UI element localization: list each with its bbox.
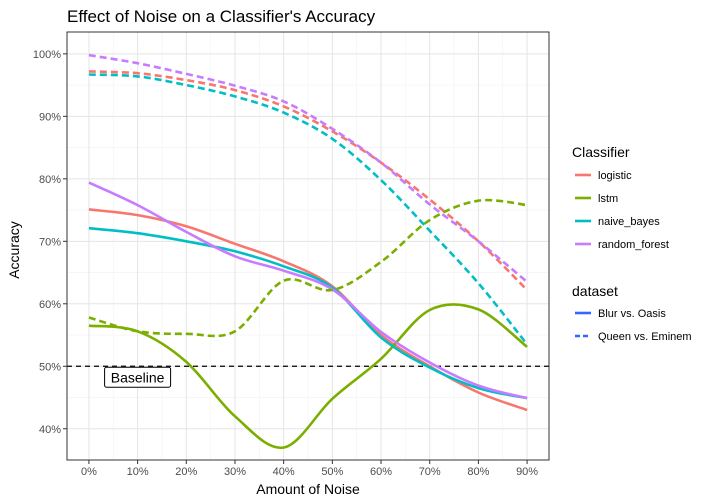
legend-label-dataset-0: Blur vs. Oasis bbox=[598, 308, 666, 320]
y-tick-label: 80% bbox=[39, 174, 61, 186]
series-line-lstm-blur-oasis bbox=[88, 303, 528, 449]
legend-dataset-title: dataset bbox=[572, 283, 618, 299]
x-axis-title: Amount of Noise bbox=[256, 481, 360, 497]
legend-label-dataset-1: Queen vs. Eminem bbox=[598, 331, 692, 343]
legend-label-naive_bayes: naive_bayes bbox=[598, 216, 660, 228]
legend: Classifier logistic lstm naive_bayesrandom… bbox=[572, 144, 692, 343]
y-tick-label: 60% bbox=[39, 299, 61, 311]
y-axis-title: Accuracy bbox=[6, 221, 22, 279]
x-tick-label: 90% bbox=[516, 466, 538, 478]
legend-classifier-title: Classifier bbox=[572, 144, 630, 160]
chart-title: Effect of Noise on a Classifier's Accura… bbox=[67, 7, 376, 26]
x-tick-label: 20% bbox=[175, 466, 197, 478]
series-line-random_forest-queen-eminem bbox=[88, 53, 528, 283]
grid bbox=[67, 32, 549, 460]
x-tick-label: 30% bbox=[224, 466, 246, 478]
x-tick-label: 40% bbox=[273, 466, 295, 478]
y-tick-label: 100% bbox=[33, 49, 61, 61]
x-tick-label: 50% bbox=[321, 466, 343, 478]
legend-label-random_forest: random_forest bbox=[598, 239, 669, 251]
series-line-random_forest-blur-oasis bbox=[88, 181, 528, 400]
x-tick-label: 0% bbox=[81, 466, 97, 478]
series-layer bbox=[88, 53, 529, 449]
baseline-label-text: Baseline bbox=[111, 369, 165, 385]
baseline-label: Baseline bbox=[104, 366, 172, 388]
legend-classifier-items: logistic lstm naive_bayes random_forest bbox=[575, 170, 669, 251]
y-tick-label: 90% bbox=[39, 111, 61, 123]
x-axis: 0% 10% 20% 30% 40% 50% 60% 70% 80% 90% bbox=[81, 460, 538, 478]
y-tick-label: 40% bbox=[39, 424, 61, 436]
series-line-lstm-queen-eminem bbox=[88, 198, 528, 338]
x-tick-label: 70% bbox=[419, 466, 441, 478]
y-tick-label: 50% bbox=[39, 361, 61, 373]
legend-dataset-items: Blur vs. Oasis Queen vs. Eminem bbox=[575, 308, 692, 343]
x-tick-label: 10% bbox=[127, 466, 149, 478]
legend-label-logistic: logistic bbox=[598, 170, 632, 182]
panel-border bbox=[66, 31, 550, 461]
series-line-naive_bayes-blur-oasis bbox=[88, 226, 528, 400]
series-line-naive_bayes-queen-eminem bbox=[88, 73, 529, 346]
baseline-label-box bbox=[104, 366, 172, 388]
y-tick-label: 70% bbox=[39, 236, 61, 248]
y-axis: 40% 50% 60% 70% 80% 90% 100% bbox=[33, 49, 67, 436]
legend-label-lstm: lstm bbox=[598, 193, 618, 205]
x-tick-label: 80% bbox=[467, 466, 489, 478]
x-tick-label: 60% bbox=[370, 466, 392, 478]
series-line-logistic-queen-eminem bbox=[88, 70, 529, 291]
